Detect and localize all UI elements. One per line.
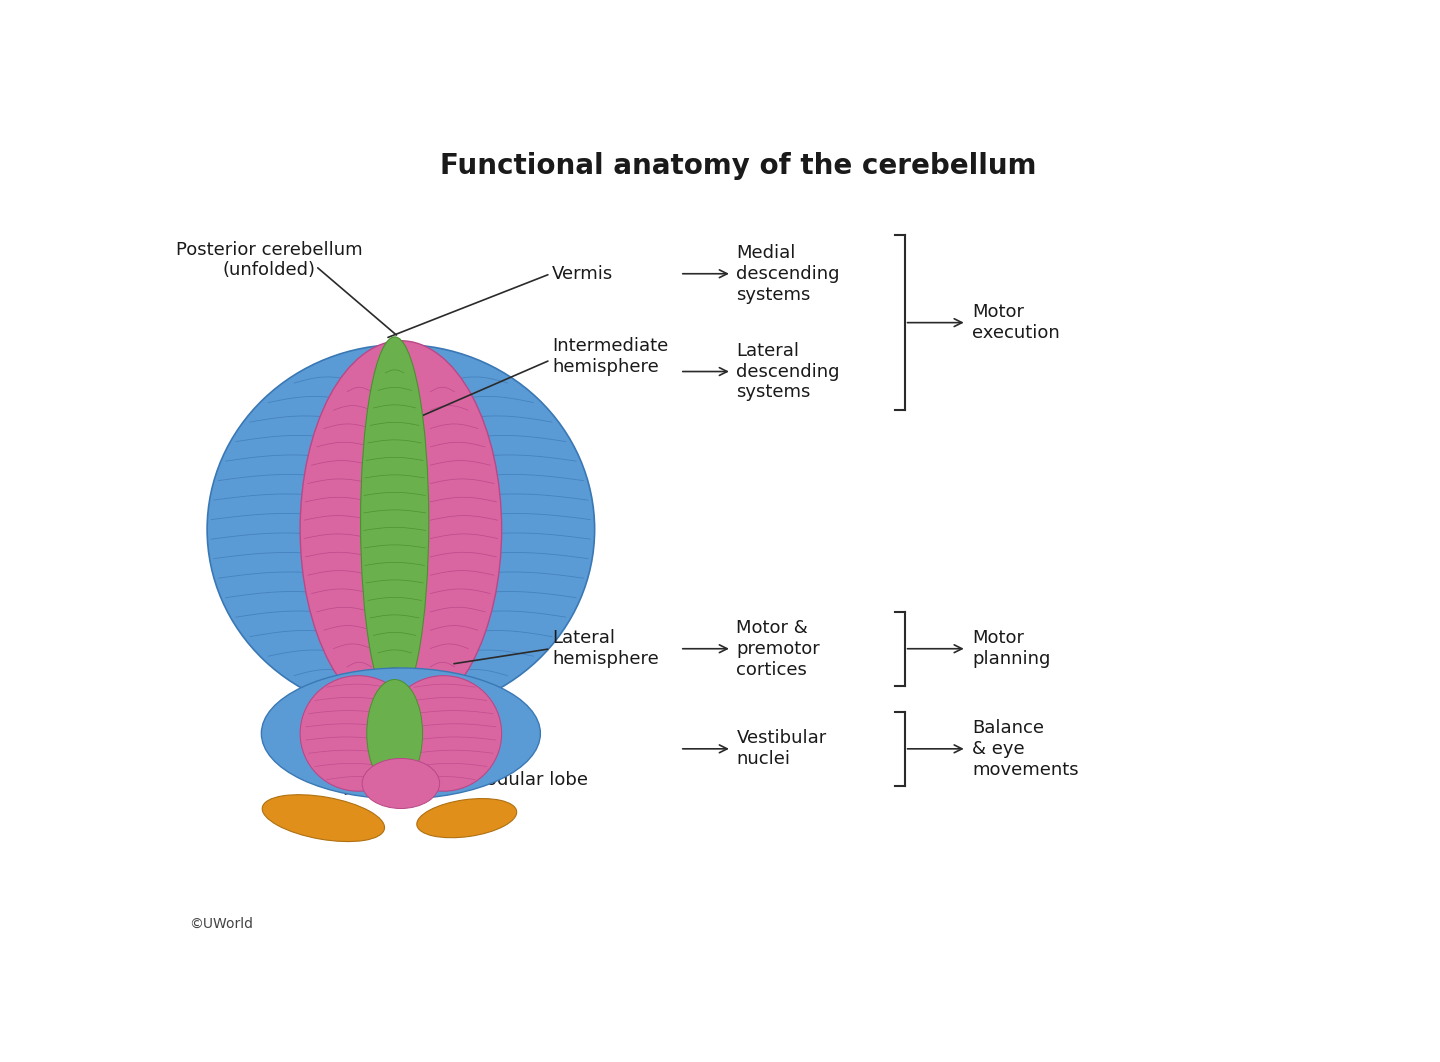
Text: ©UWorld: ©UWorld [189,918,253,931]
Text: Intermediate
hemisphere: Intermediate hemisphere [552,337,668,376]
Ellipse shape [300,675,416,791]
Text: Motor
planning: Motor planning [972,630,1050,668]
Text: Vermis: Vermis [552,264,613,282]
Ellipse shape [416,799,517,838]
Ellipse shape [360,337,429,706]
Text: Posterior cerebellum
(unfolded): Posterior cerebellum (unfolded) [176,241,363,279]
Ellipse shape [262,668,540,799]
Ellipse shape [367,680,422,787]
Text: Vestibular
nuclei: Vestibular nuclei [736,730,827,768]
Ellipse shape [207,344,595,714]
Text: Medial
descending
systems: Medial descending systems [736,244,840,304]
Ellipse shape [386,675,501,791]
Ellipse shape [300,341,501,718]
Text: Lateral
descending
systems: Lateral descending systems [736,342,840,401]
Text: Motor
execution: Motor execution [972,304,1060,342]
Ellipse shape [262,794,384,841]
Ellipse shape [361,758,439,808]
Text: Balance
& eye
movements: Balance & eye movements [972,719,1079,778]
Text: Lateral
hemisphere: Lateral hemisphere [552,630,658,668]
Text: Motor &
premotor
cortices: Motor & premotor cortices [736,619,821,679]
Text: Flocculonodular lobe: Flocculonodular lobe [400,771,588,789]
Text: Functional anatomy of the cerebellum: Functional anatomy of the cerebellum [439,152,1037,181]
